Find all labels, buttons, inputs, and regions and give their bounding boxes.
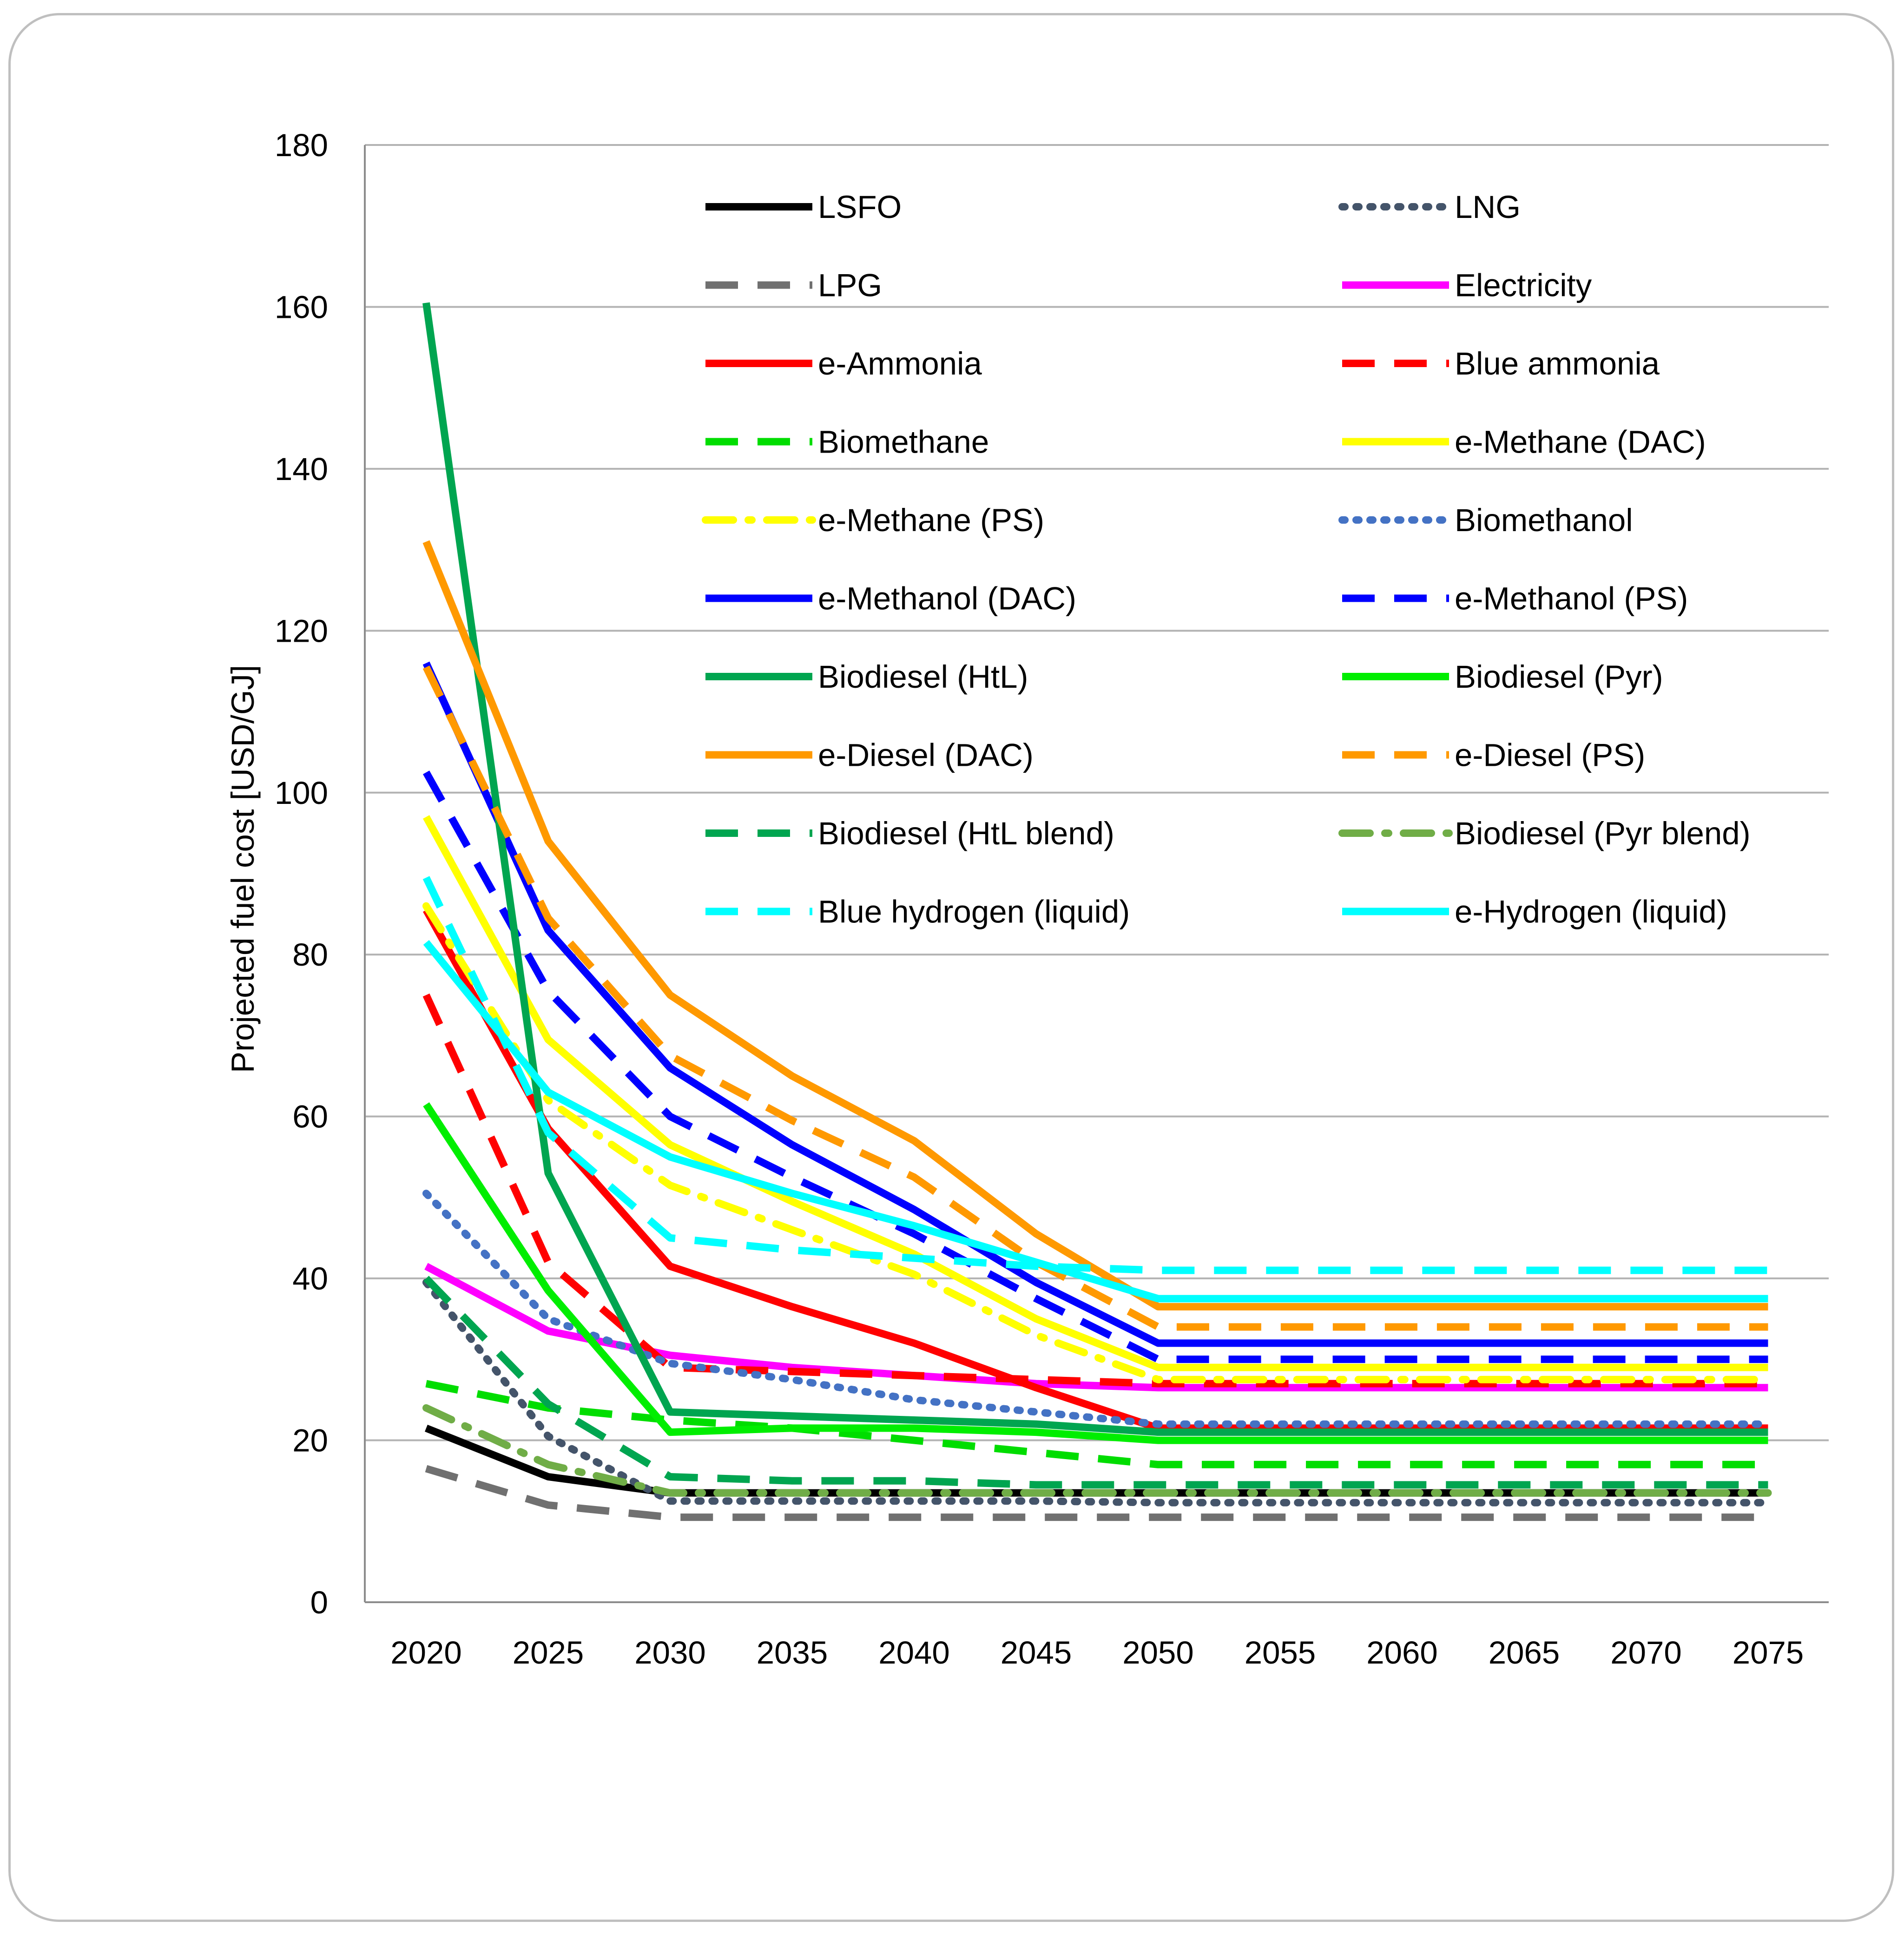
x-tick-label: 2035: [757, 1635, 828, 1671]
series-line-blue-ammonia: [422, 993, 1768, 1388]
x-tick-label: 2040: [878, 1635, 950, 1671]
x-tick-label: 2025: [513, 1635, 584, 1671]
y-axis-label: Projected fuel cost [USD/GJ]: [225, 665, 261, 1073]
legend-label: LPG: [818, 268, 882, 303]
y-tick-label: 100: [275, 775, 328, 811]
y-tick-label: 120: [275, 613, 328, 649]
x-tick-label: 2055: [1245, 1635, 1316, 1671]
series-line-biomethane: [425, 1380, 1768, 1468]
x-tick-label: 2030: [634, 1635, 706, 1671]
legend-label: LNG: [1455, 189, 1521, 225]
legend-label: e-Methanol (DAC): [818, 581, 1076, 617]
series-line-e-hydrogen-liquid: [423, 940, 1768, 1302]
series-line-biodiesel-pyr-blend: [422, 1404, 1772, 1497]
legend-label: e-Methane (DAC): [1455, 424, 1706, 460]
x-tick-label: 2045: [1001, 1635, 1072, 1671]
legend-label: Biomethane: [818, 424, 989, 460]
legend-label: e-Diesel (PS): [1455, 737, 1645, 773]
legend-label: Blue hydrogen (liquid): [818, 894, 1130, 930]
y-tick-label: 40: [292, 1261, 328, 1296]
legend-label: Biodiesel (HtL): [818, 659, 1028, 695]
series-line-biodiesel-htl-blend: [423, 1276, 1768, 1489]
series-line-blue-hydrogen-liquid: [422, 876, 1768, 1274]
legend-label: Biodiesel (Pyr blend): [1455, 816, 1751, 851]
y-tick-label: 140: [275, 451, 328, 487]
y-tick-label: 180: [275, 127, 328, 163]
legend-label: e-Ammonia: [818, 346, 982, 382]
series-line-e-diesel-dac: [422, 540, 1768, 1311]
legend-label: e-Methanol (PS): [1455, 581, 1688, 617]
legend-label: Blue ammonia: [1455, 346, 1660, 382]
series-line-lng: [422, 1278, 1772, 1506]
x-tick-label: 2060: [1366, 1635, 1438, 1671]
x-tick-label: 2065: [1489, 1635, 1560, 1671]
x-tick-label: 2050: [1122, 1635, 1194, 1671]
y-tick-label: 60: [292, 1099, 328, 1135]
legend-label: Electricity: [1455, 268, 1592, 303]
series-line-biomethanol: [422, 1190, 1772, 1428]
legend-label: e-Hydrogen (liquid): [1455, 894, 1727, 930]
legend-label: Biodiesel (HtL blend): [818, 816, 1114, 851]
legend: LSFO LNG LPG Electricity e-Ammonia Blue ammon…: [702, 189, 1751, 930]
series-line-e-diesel-ps: [422, 665, 1768, 1331]
series-line-e-methane-ps: [422, 902, 1772, 1383]
legend-label: Biomethanol: [1455, 502, 1633, 538]
series-lines: [422, 302, 1772, 1521]
y-tick-label: 0: [310, 1585, 328, 1620]
series-line-e-methane-dac: [422, 815, 1768, 1371]
x-tick-label: 2075: [1733, 1635, 1804, 1671]
series-line-e-methanol-ps: [423, 770, 1768, 1363]
y-tick-label: 160: [275, 289, 328, 325]
series-line-biodiesel-htl: [422, 302, 1768, 1436]
series-line-e-ammonia: [423, 908, 1768, 1432]
chart-frame: [8, 13, 1894, 1922]
y-tick-label: 20: [292, 1423, 328, 1459]
y-tick-label: 80: [292, 937, 328, 973]
x-tick-label: 2070: [1610, 1635, 1682, 1671]
series-line-biodiesel-pyr: [423, 1102, 1768, 1444]
x-tick-label: 2020: [390, 1635, 462, 1671]
legend-label: e-Methane (PS): [818, 502, 1044, 538]
legend-label: LSFO: [818, 189, 902, 225]
legend-label: Biodiesel (Pyr): [1455, 659, 1663, 695]
series-line-e-methanol-dac: [422, 661, 1768, 1347]
legend-label: e-Diesel (DAC): [818, 737, 1034, 773]
series-line-lpg: [425, 1465, 1768, 1521]
